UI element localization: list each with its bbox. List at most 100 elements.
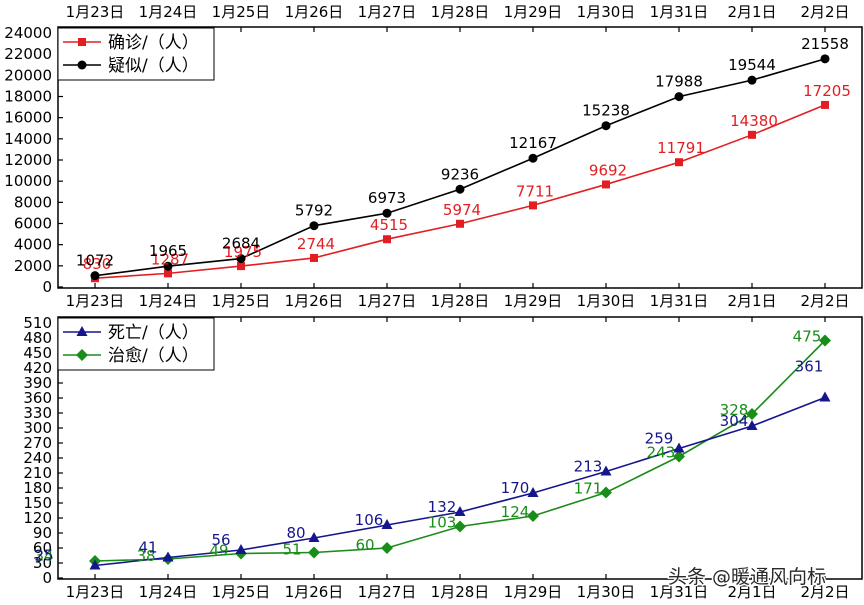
- data-label-deaths-6: 170: [501, 479, 530, 497]
- data-label-suspected-1: 1965: [149, 242, 187, 260]
- legend: 确诊/（人） 疑似/（人）: [58, 28, 214, 80]
- marker-confirmed-6: [529, 201, 537, 209]
- data-label-cured-3: 51: [282, 541, 301, 559]
- x-tick-label-bottom: 2月1日: [727, 292, 776, 310]
- data-label-cured-7: 171: [574, 480, 603, 498]
- data-label-deaths-3: 80: [286, 524, 305, 542]
- marker-confirmed-7: [602, 180, 610, 188]
- x-tick-label-bottom: 1月27日: [358, 583, 417, 601]
- x-tick-label-bottom: 1月26日: [285, 292, 344, 310]
- data-label-suspected-8: 17988: [655, 73, 703, 91]
- marker-confirmed-8: [675, 158, 683, 166]
- marker-confirmed-3: [310, 254, 318, 262]
- data-label-deaths-1: 41: [138, 539, 157, 557]
- y-tick-label: 24000: [4, 24, 52, 42]
- y-tick-label: 0: [42, 278, 52, 296]
- y-tick-label: 6000: [14, 215, 52, 233]
- x-tick-label-top: 1月29日: [504, 3, 563, 21]
- legend-marker-confirmed: [78, 38, 86, 46]
- x-tick-label-bottom: 1月25日: [212, 292, 271, 310]
- data-label-cured-6: 124: [501, 503, 530, 521]
- data-label-cured-10: 475: [793, 328, 822, 346]
- marker-suspected-8: [675, 92, 684, 101]
- x-tick-label-bottom: 1月29日: [504, 583, 563, 601]
- legend-label-deaths: 死亡/（人）: [108, 323, 199, 343]
- data-label-suspected-7: 15238: [582, 102, 630, 120]
- data-label-deaths-8: 259: [645, 430, 674, 448]
- y-tick-label: 18000: [4, 88, 52, 106]
- x-tick-label-bottom: 1月28日: [431, 583, 490, 601]
- x-tick-label-bottom: 1月27日: [358, 292, 417, 310]
- data-label-deaths-5: 132: [428, 498, 457, 516]
- x-tick-label-bottom: 1月23日: [66, 583, 125, 601]
- x-tick-label-bottom: 1月24日: [139, 583, 198, 601]
- x-tick-label-top: 1月31日: [650, 3, 709, 21]
- marker-suspected-3: [310, 221, 319, 230]
- y-tick-label: 4000: [14, 236, 52, 254]
- x-tick-label-top: 1月25日: [212, 3, 271, 21]
- legend: 死亡/（人）治愈/（人）: [58, 318, 214, 370]
- data-label-confirmed-10: 17205: [803, 82, 851, 100]
- x-tick-label-bottom: 1月28日: [431, 292, 490, 310]
- y-tick-label: 22000: [4, 45, 52, 63]
- x-tick-label-top: 1月23日: [66, 3, 125, 21]
- data-label-deaths-0: 25: [34, 547, 53, 565]
- data-label-deaths-7: 213: [574, 458, 603, 476]
- x-tick-label-bottom: 1月30日: [577, 583, 636, 601]
- data-label-cured-5: 103: [428, 514, 457, 532]
- x-tick-label-top: 2月2日: [800, 3, 849, 21]
- data-label-deaths-4: 106: [355, 511, 384, 529]
- legend-label-confirmed: 确诊/（人）: [108, 33, 199, 53]
- data-label-suspected-3: 5792: [295, 202, 333, 220]
- data-label-suspected-5: 9236: [441, 165, 479, 183]
- x-tick-label-bottom: 1月30日: [577, 292, 636, 310]
- y-tick-label: 10000: [4, 172, 52, 190]
- data-label-confirmed-5: 5974: [443, 201, 481, 219]
- x-tick-label-bottom: 1月29日: [504, 292, 563, 310]
- x-tick-label-top: 1月27日: [358, 3, 417, 21]
- y-tick-label: 20000: [4, 66, 52, 84]
- data-label-confirmed-8: 11791: [657, 139, 705, 157]
- y-tick-label: 2000: [14, 257, 52, 275]
- data-label-confirmed-9: 14380: [730, 112, 778, 130]
- legend-label-suspected: 疑似/（人）: [108, 56, 199, 76]
- x-tick-label-top: 1月30日: [577, 3, 636, 21]
- data-label-deaths-2: 56: [211, 531, 230, 549]
- data-label-suspected-0: 1072: [76, 252, 114, 270]
- data-label-suspected-4: 6973: [368, 189, 406, 207]
- data-label-confirmed-4: 4515: [370, 216, 408, 234]
- x-tick-label-top: 2月1日: [727, 3, 776, 21]
- marker-confirmed-4: [383, 235, 391, 243]
- x-tick-label-top: 1月26日: [285, 3, 344, 21]
- x-tick-label-bottom: 1月24日: [139, 292, 198, 310]
- x-tick-label-bottom: 1月31日: [650, 292, 709, 310]
- data-label-suspected-2: 2684: [222, 235, 260, 253]
- data-label-cured-4: 60: [355, 536, 374, 554]
- y-tick-label: 8000: [14, 193, 52, 211]
- data-label-suspected-6: 12167: [509, 134, 557, 152]
- marker-confirmed-2: [237, 262, 245, 270]
- marker-suspected-10: [821, 54, 830, 63]
- marker-suspected-6: [529, 154, 538, 163]
- x-tick-label-top: 1月28日: [431, 3, 490, 21]
- x-tick-label-bottom: 1月26日: [285, 583, 344, 601]
- marker-confirmed-9: [748, 131, 756, 139]
- y-tick-label: 12000: [4, 151, 52, 169]
- watermark-text: 头条 @暖通风向标: [668, 566, 826, 588]
- marker-confirmed-5: [456, 220, 464, 228]
- legend-marker-suspected: [78, 61, 87, 70]
- marker-confirmed-10: [821, 101, 829, 109]
- y-tick-label: 16000: [4, 109, 52, 127]
- data-label-suspected-9: 19544: [728, 56, 776, 74]
- marker-suspected-5: [456, 185, 465, 194]
- marker-suspected-9: [748, 76, 757, 85]
- x-tick-label-bottom: 1月23日: [66, 292, 125, 310]
- data-label-confirmed-6: 7711: [516, 182, 554, 200]
- x-tick-label-bottom: 2月2日: [800, 292, 849, 310]
- marker-suspected-7: [602, 121, 611, 130]
- y-tick-label: 510: [23, 314, 52, 332]
- data-label-suspected-10: 21558: [801, 35, 849, 53]
- data-label-deaths-10: 361: [795, 358, 824, 376]
